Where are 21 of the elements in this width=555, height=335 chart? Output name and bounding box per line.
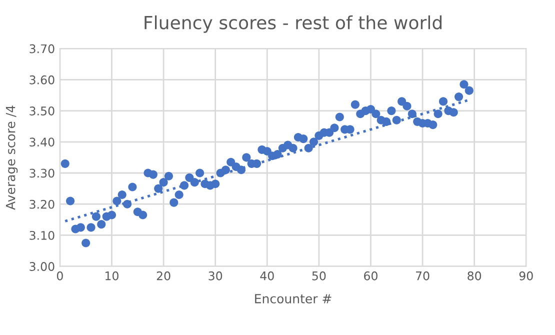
x-tick-label: 70 (416, 271, 430, 280)
x-tick-label: 10 (106, 271, 118, 280)
y-tick-label: 3.40 (30, 138, 54, 147)
x-tick-label: 0 (56, 271, 63, 280)
x-tick-label: 80 (468, 271, 482, 280)
y-tick-label: 3.00 (30, 262, 54, 271)
y-tick-label: 3.10 (30, 230, 54, 240)
x-tick-label: 20 (156, 271, 170, 280)
x-tick-label: 30 (208, 271, 222, 280)
x-tick-label: 90 (519, 271, 533, 280)
y-tick-label: 3.60 (30, 75, 54, 84)
y-axis-title: Average score /4 (6, 106, 18, 210)
y-tick-label: 3.30 (30, 168, 54, 178)
y-tick-label: 3.20 (30, 200, 54, 209)
x-tick-label: 60 (364, 271, 378, 280)
x-tick-label: 40 (260, 271, 274, 280)
y-tick-label: 3.70 (30, 44, 54, 54)
y-tick-label: 3.50 (30, 106, 54, 116)
x-axis-title: Encounter # (255, 294, 332, 304)
x-tick-label: 50 (312, 271, 326, 280)
chart-title: Fluency scores - rest of the world (144, 15, 442, 33)
